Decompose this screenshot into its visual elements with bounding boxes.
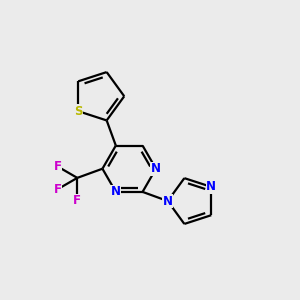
Text: F: F [73, 194, 81, 207]
Text: N: N [163, 194, 173, 208]
Text: N: N [206, 180, 216, 194]
Text: N: N [151, 162, 161, 175]
Text: S: S [74, 105, 82, 118]
Text: F: F [54, 160, 61, 173]
Text: F: F [54, 183, 61, 196]
Text: N: N [111, 185, 121, 198]
